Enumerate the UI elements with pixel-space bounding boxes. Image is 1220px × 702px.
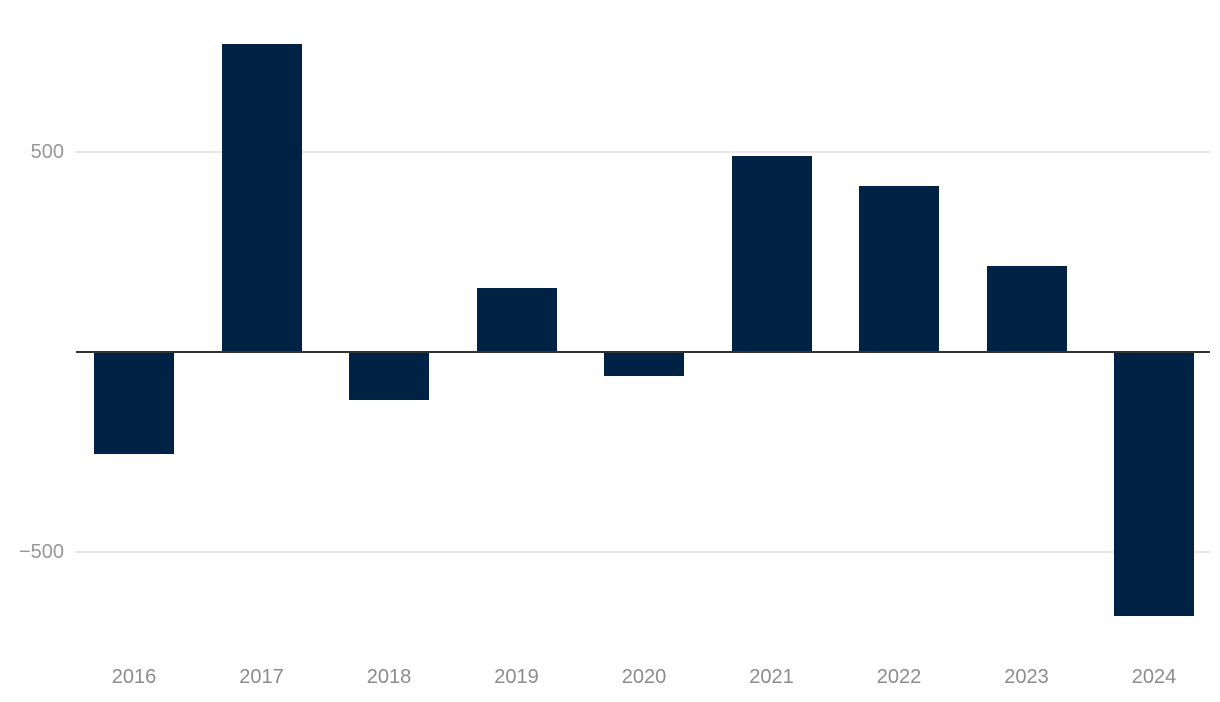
bar-2018 [349,352,429,400]
bar-2017 [221,44,302,352]
bar-2023 [986,266,1067,352]
x-tick-label: 2019 [494,666,539,688]
bar-2024 [1114,352,1194,616]
x-tick-label: 2021 [749,666,794,688]
x-tick-label: 2017 [239,666,284,688]
x-tick-label: 2024 [1131,666,1177,688]
gridline [76,551,1210,553]
bar-2020 [604,352,684,376]
gridline [76,151,1210,153]
x-tick-label: 2018 [366,666,412,688]
y-tick-label: −500 [18,541,64,563]
y-tick-label: 500 [30,141,64,163]
bar-2022 [859,186,939,352]
zero-axis-line [76,351,1210,353]
bar-2021 [731,156,812,352]
bar-2016 [94,352,174,454]
x-tick-label: 2020 [621,666,667,688]
x-tick-label: 2022 [876,666,922,688]
x-tick-label: 2016 [111,666,157,688]
bar-2019 [476,288,557,352]
x-tick-label: 2023 [1004,666,1049,688]
